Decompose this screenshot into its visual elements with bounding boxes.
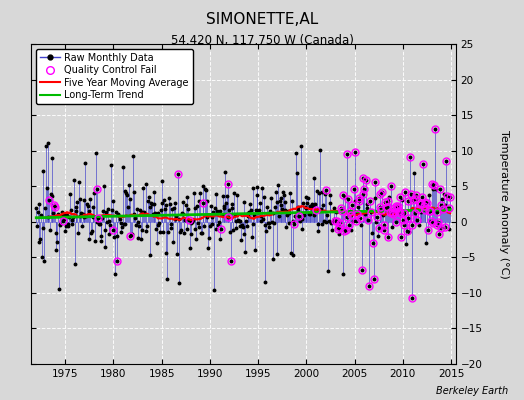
Text: SIMONETTE,AL: SIMONETTE,AL [206, 12, 318, 27]
Text: 54.420 N, 117.750 W (Canada): 54.420 N, 117.750 W (Canada) [171, 34, 353, 47]
Text: Berkeley Earth: Berkeley Earth [436, 386, 508, 396]
Legend: Raw Monthly Data, Quality Control Fail, Five Year Moving Average, Long-Term Tren: Raw Monthly Data, Quality Control Fail, … [36, 49, 193, 104]
Y-axis label: Temperature Anomaly (°C): Temperature Anomaly (°C) [499, 130, 509, 278]
